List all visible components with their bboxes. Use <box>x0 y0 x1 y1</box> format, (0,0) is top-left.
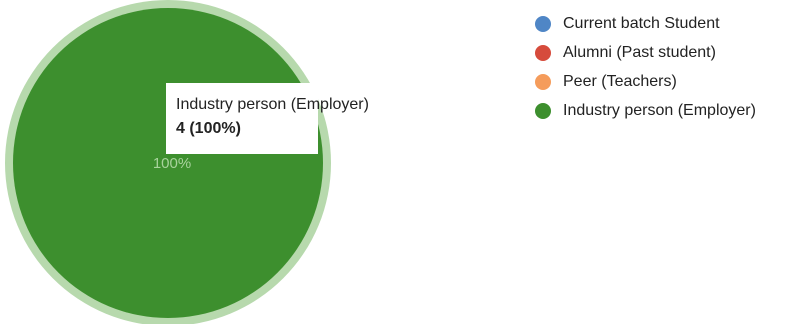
legend-item-current-batch-student[interactable]: Current batch Student <box>535 12 756 36</box>
legend-item-industry-person[interactable]: Industry person (Employer) <box>535 99 756 123</box>
tooltip-value: 4 (100%) <box>176 120 241 137</box>
legend-swatch <box>535 16 551 32</box>
legend-swatch <box>535 103 551 119</box>
tooltip-category: Industry person (Employer) <box>176 96 369 113</box>
legend-item-alumni[interactable]: Alumni (Past student) <box>535 41 756 65</box>
legend-swatch <box>535 74 551 90</box>
legend-label: Industry person (Employer) <box>563 102 756 119</box>
legend-swatch <box>535 45 551 61</box>
legend-label: Current batch Student <box>563 15 720 32</box>
chart-tooltip: Industry person (Employer) 4 (100%) <box>166 83 369 154</box>
slice-percent-label: 100% <box>153 155 191 172</box>
legend-item-peer[interactable]: Peer (Teachers) <box>535 70 756 94</box>
chart-legend: Current batch Student Alumni (Past stude… <box>535 12 756 128</box>
legend-label: Peer (Teachers) <box>563 73 677 90</box>
legend-label: Alumni (Past student) <box>563 44 716 61</box>
